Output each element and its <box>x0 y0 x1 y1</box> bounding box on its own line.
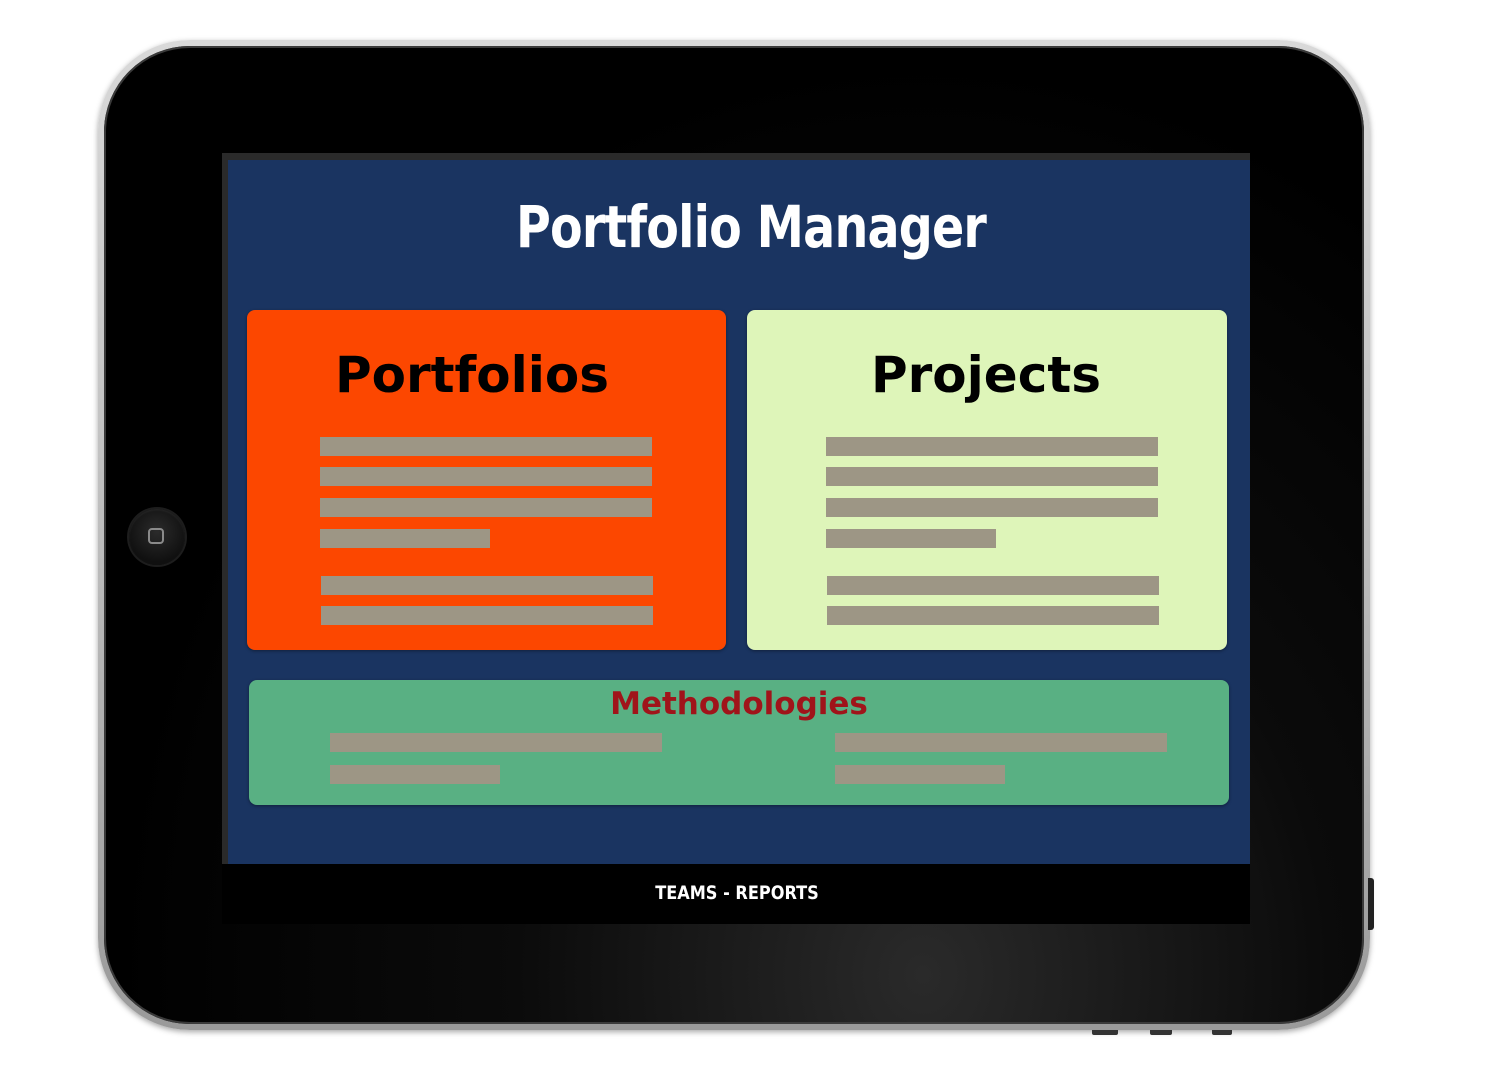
reports-link[interactable]: REPORTS <box>735 882 819 904</box>
placeholder-text-line <box>320 437 652 456</box>
placeholder-text-line <box>826 529 996 548</box>
placeholder-text-line <box>330 765 500 784</box>
home-square-icon <box>148 528 164 544</box>
screen-top-edge <box>222 153 1250 160</box>
side-volume-button <box>1368 878 1374 930</box>
placeholder-text-line <box>835 733 1167 752</box>
placeholder-text-line <box>320 498 652 517</box>
projects-title: Projects <box>871 346 1102 404</box>
placeholder-text-line <box>321 606 653 625</box>
footer-separator: - <box>717 882 736 904</box>
placeholder-text-line <box>827 576 1159 595</box>
home-button[interactable] <box>129 509 185 565</box>
footer-links: TEAMS - REPORTS <box>299 882 1175 904</box>
app-screen: Portfolio Manager Portfolios Projects Me… <box>222 153 1250 924</box>
projects-card[interactable]: Projects <box>747 310 1227 650</box>
bottom-port-middle <box>1150 1030 1172 1035</box>
placeholder-text-line <box>320 529 490 548</box>
bottom-port-right <box>1212 1030 1232 1035</box>
teams-link[interactable]: TEAMS <box>655 882 718 904</box>
app-title: Portfolio Manager <box>515 193 987 261</box>
methodologies-title: Methodologies <box>610 686 868 722</box>
placeholder-text-line <box>827 606 1159 625</box>
placeholder-text-line <box>826 437 1158 456</box>
placeholder-text-line <box>320 467 652 486</box>
portfolios-title: Portfolios <box>335 346 610 404</box>
placeholder-text-line <box>826 467 1158 486</box>
placeholder-text-line <box>321 576 653 595</box>
placeholder-text-line <box>835 765 1005 784</box>
bottom-port-left <box>1092 1030 1118 1035</box>
portfolios-card[interactable]: Portfolios <box>247 310 726 650</box>
footer-nav: TEAMS - REPORTS <box>222 864 1250 924</box>
placeholder-text-line <box>826 498 1158 517</box>
methodologies-card[interactable]: Methodologies <box>249 680 1229 805</box>
screen-left-edge <box>222 153 228 924</box>
placeholder-text-line <box>330 733 662 752</box>
